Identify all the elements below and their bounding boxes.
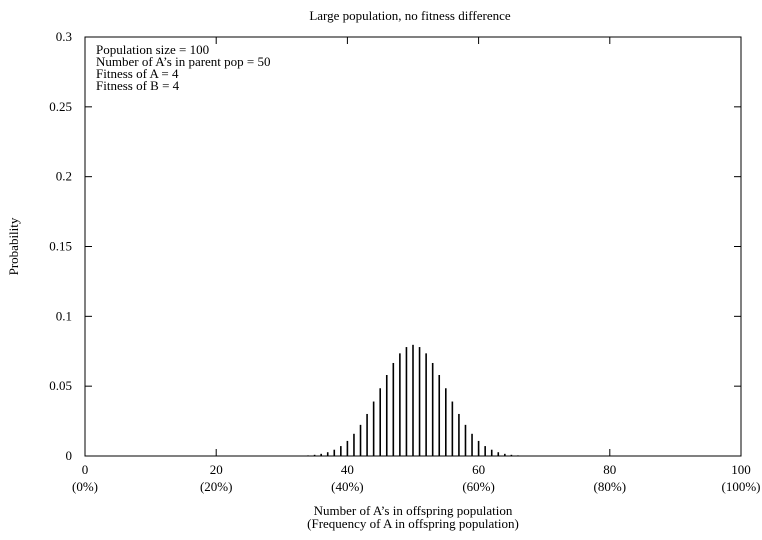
x-tick-sublabel: (20%) (200, 479, 233, 494)
chart-title: Large population, no fitness difference (309, 8, 511, 23)
x-tick-sublabel: (0%) (72, 479, 98, 494)
y-tick-label: 0.1 (56, 308, 72, 323)
annotation-line: Fitness of B = 4 (96, 78, 180, 93)
x-axis-label: Number of A’s in offspring population (314, 503, 513, 518)
x-tick-label: 0 (82, 462, 89, 477)
annotation-line: Number of A’s in parent pop = 50 (96, 54, 271, 69)
y-tick-label: 0.25 (49, 99, 72, 114)
x-axis-sublabel: (Frequency of A in offspring population) (307, 516, 519, 531)
y-tick-label: 0.15 (49, 239, 72, 254)
y-axis: 0 0.05 0.1 0.15 0.2 0.25 0.3 (49, 29, 741, 463)
x-tick-label: 40 (341, 462, 354, 477)
x-tick-sublabel: (40%) (331, 479, 364, 494)
bars (280, 344, 546, 456)
x-tick-sublabel: (100%) (722, 479, 761, 494)
y-axis-label: Probability (6, 217, 21, 275)
annotation-line: Population size = 100 (96, 42, 209, 57)
x-tick-label: 80 (603, 462, 616, 477)
y-tick-label: 0 (66, 448, 73, 463)
x-tick-label: 20 (210, 462, 223, 477)
x-tick-label: 100 (731, 462, 751, 477)
x-tick-sublabel: (60%) (462, 479, 495, 494)
annotation-line: Fitness of A = 4 (96, 66, 179, 81)
y-tick-label: 0.3 (56, 29, 72, 44)
y-tick-label: 0.05 (49, 378, 72, 393)
x-tick-sublabel: (80%) (594, 479, 627, 494)
x-axis: 0 (0%) 20 (20%) 40 (40%) 60 (60%) 80 (80%) 100 (100… (72, 37, 761, 494)
y-tick-label: 0.2 (56, 169, 72, 184)
x-tick-label: 60 (472, 462, 485, 477)
